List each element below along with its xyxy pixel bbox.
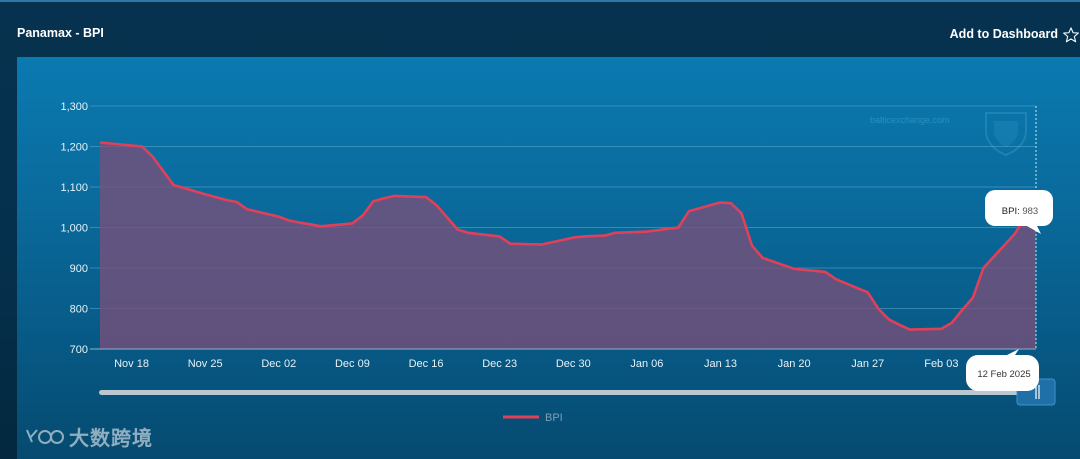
date-tooltip-box — [966, 349, 1039, 391]
date-tooltip-text: 12 Feb 2025 — [977, 369, 1030, 380]
site-watermark: balticexchange.com — [870, 115, 950, 125]
y-tick-label: 700 — [70, 344, 88, 356]
x-tick-label: Dec 02 — [261, 358, 296, 370]
logo-watermark: 大数跨境 — [25, 422, 153, 451]
x-tick-label: Nov 18 — [114, 358, 149, 370]
x-tick-label: Feb 03 — [924, 358, 958, 370]
x-tick-label: Jan 06 — [630, 358, 663, 370]
y-tick-label: 1,300 — [60, 101, 88, 113]
x-tick-label: Jan 27 — [851, 358, 884, 370]
value-tooltip: BPI: 983 — [985, 190, 1053, 234]
x-tick-label: Jan 13 — [704, 358, 737, 370]
add-to-dashboard-button[interactable]: Add to Dashboard — [950, 24, 1080, 44]
date-tooltip: 12 Feb 2025 — [966, 349, 1039, 391]
baltic-crest-icon — [985, 112, 1027, 157]
y-tick-label: 800 — [70, 304, 88, 316]
x-tick-label: Dec 16 — [409, 358, 444, 370]
logo-mark-icon — [26, 428, 64, 444]
value-tooltip-box — [985, 190, 1053, 234]
top-border — [0, 0, 1080, 2]
star-icon[interactable] — [1062, 26, 1080, 44]
x-tick-label: Jan 20 — [778, 358, 811, 370]
bpi-line[interactable] — [99, 141, 1037, 331]
x-tick-label: Dec 30 — [556, 358, 591, 370]
y-tick-label: 1,200 — [60, 142, 88, 154]
range-scrollbar-track[interactable] — [99, 390, 1029, 395]
value-tooltip-text: BPI: 983 — [1002, 206, 1038, 217]
y-tick-label: 900 — [70, 263, 88, 275]
logo-watermark-text: 大数跨境 — [69, 428, 153, 450]
bpi-chart[interactable]: 700 800 900 1,000 1,100 1,200 1,300 Nov 18 Nov 2… — [17, 57, 1080, 459]
x-tick-label: Dec 23 — [482, 358, 517, 370]
page-title: Panamax - BPI — [17, 26, 104, 40]
y-tick-label: 1,000 — [60, 223, 88, 235]
chart-panel: balticexchange.com 700 800 900 1,000 1,100 1,… — [17, 57, 1080, 459]
legend-label: BPI — [545, 412, 563, 424]
bpi-area — [100, 142, 1036, 349]
x-tick-label: Nov 25 — [188, 358, 223, 370]
y-tick-label: 1,100 — [60, 182, 88, 194]
x-tick-label: Dec 09 — [335, 358, 370, 370]
add-to-dashboard-label: Add to Dashboard — [949, 27, 1058, 41]
